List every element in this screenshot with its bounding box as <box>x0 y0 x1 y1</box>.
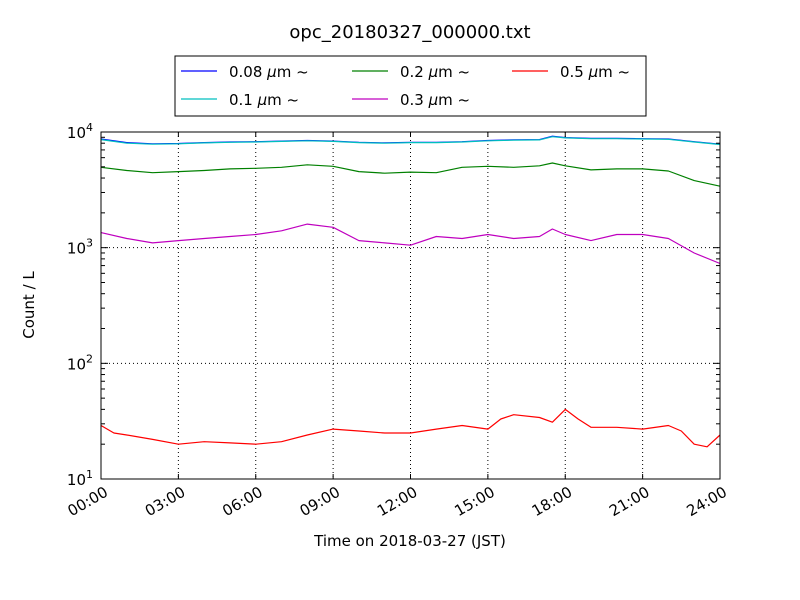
series-line-0-3um <box>100 223 721 265</box>
legend-label-0-3um: 0.3 μm ~ <box>400 91 470 109</box>
axis-ticks <box>100 131 721 480</box>
series-line-0-1um <box>100 136 721 146</box>
series-line-0-2um <box>100 162 721 187</box>
y-tick-label: 104 <box>67 121 93 142</box>
legend-box <box>174 55 647 117</box>
y-axis-label: Count / L <box>20 271 38 339</box>
x-axis-label: Time on 2018-03-27 (JST) <box>313 532 506 550</box>
series-line-0-5um <box>100 408 721 448</box>
y-tick-label: 101 <box>67 468 93 489</box>
chart-title: opc_20180327_000000.txt <box>289 22 530 43</box>
y-tick-labels: 101 102 103 104 <box>67 121 93 489</box>
series-lines <box>100 135 721 448</box>
legend-label-0-08um: 0.08 μm ~ <box>229 63 309 81</box>
y-tick-label: 102 <box>67 352 93 373</box>
legend-label-0-5um: 0.5 μm ~ <box>560 63 630 81</box>
legend-label-0-2um: 0.2 μm ~ <box>400 63 470 81</box>
legend-label-0-1um: 0.1 μm ~ <box>229 91 299 109</box>
y-tick-label: 103 <box>67 237 93 258</box>
legend: 0.08 μm ~ 0.1 μm ~ 0.2 μm ~ 0.3 μm ~ 0.5 μm … <box>174 55 647 117</box>
